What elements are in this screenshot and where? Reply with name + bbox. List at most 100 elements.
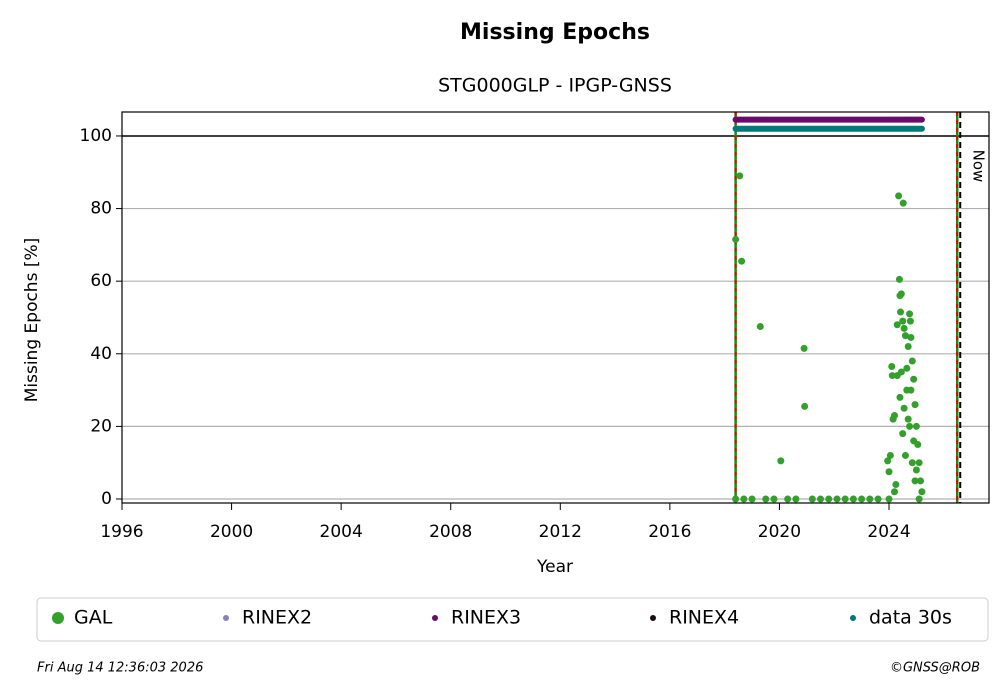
x-tick-label: 1996 xyxy=(100,522,143,542)
chart-subtitle: STG000GLP - IPGP-GNSS xyxy=(438,75,672,97)
data-point xyxy=(908,357,916,365)
legend-label: RINEX3 xyxy=(451,607,521,629)
data-point xyxy=(897,308,905,316)
data-point xyxy=(874,495,882,503)
legend-label: data 30s xyxy=(869,607,952,629)
x-tick-label: 2024 xyxy=(867,522,910,542)
data-point xyxy=(817,495,825,503)
data-point xyxy=(899,317,907,325)
data-point xyxy=(897,290,905,298)
data-point xyxy=(884,457,892,465)
data-point xyxy=(808,495,816,503)
data-point xyxy=(910,375,918,383)
data-point xyxy=(910,437,918,445)
data-point xyxy=(736,172,744,180)
data-point xyxy=(917,477,925,485)
data-point xyxy=(893,321,901,329)
data-point xyxy=(777,457,785,465)
legend-label: RINEX4 xyxy=(669,607,739,629)
data-point xyxy=(892,480,900,488)
data-point xyxy=(904,415,912,423)
data-point xyxy=(858,495,866,503)
data-point xyxy=(911,477,919,485)
data-point xyxy=(756,323,764,331)
data-point xyxy=(901,332,909,340)
data-point xyxy=(888,362,896,370)
data-point xyxy=(907,386,915,394)
y-axis-label: Missing Epochs [%] xyxy=(22,238,42,403)
data-point xyxy=(908,459,916,467)
data-point xyxy=(792,495,800,503)
data-point xyxy=(866,495,874,503)
y-tick-label: 100 xyxy=(80,126,112,146)
x-tick-label: 2008 xyxy=(429,522,472,542)
legend-marker xyxy=(650,615,656,621)
x-tick-label: 2020 xyxy=(758,522,801,542)
data-point xyxy=(918,488,926,496)
data-point xyxy=(895,192,903,200)
data-point xyxy=(903,364,911,372)
x-tick-label: 2012 xyxy=(539,522,582,542)
footer-credit: ©GNSS@ROB xyxy=(890,661,980,676)
data-point xyxy=(762,495,770,503)
data-point xyxy=(904,343,912,351)
data-point xyxy=(900,324,908,332)
data-point xyxy=(784,495,792,503)
data-point xyxy=(890,488,898,496)
legend-marker xyxy=(850,615,856,621)
legend-marker xyxy=(223,615,229,621)
data-point xyxy=(907,333,915,341)
data-point xyxy=(900,404,908,412)
x-tick-label: 2004 xyxy=(320,522,363,542)
data-point xyxy=(732,235,740,243)
data-point xyxy=(912,466,920,474)
data-point xyxy=(890,412,898,420)
y-tick-label: 40 xyxy=(90,344,112,364)
y-tick-label: 0 xyxy=(101,489,112,509)
data-point xyxy=(897,368,905,376)
data-point xyxy=(899,199,907,207)
legend-marker xyxy=(52,612,64,624)
data-point xyxy=(770,495,778,503)
x-axis-label: Year xyxy=(536,557,573,577)
x-tick-label: 2016 xyxy=(648,522,691,542)
data-point xyxy=(895,275,903,283)
chart-title: Missing Epochs xyxy=(460,20,650,45)
data-point xyxy=(885,468,893,476)
data-point xyxy=(906,317,914,325)
legend-box xyxy=(36,597,989,642)
data-point xyxy=(901,451,909,459)
data-point xyxy=(906,310,914,318)
data-point xyxy=(915,495,923,503)
legend-marker xyxy=(432,615,438,621)
y-tick-label: 80 xyxy=(90,199,112,219)
x-tick-label: 2000 xyxy=(210,522,253,542)
y-tick-label: 20 xyxy=(90,416,112,436)
now-label: Now xyxy=(970,150,988,183)
data-point xyxy=(896,393,904,401)
data-point xyxy=(740,495,748,503)
data-point xyxy=(732,495,740,503)
legend-label: RINEX2 xyxy=(242,607,312,629)
data-point xyxy=(801,402,809,410)
y-tick-label: 60 xyxy=(90,271,112,291)
data-point xyxy=(912,422,920,430)
data-point xyxy=(738,257,746,265)
data-point xyxy=(825,495,833,503)
legend-label: GAL xyxy=(74,607,113,629)
data-point xyxy=(748,495,756,503)
data-point xyxy=(849,495,857,503)
data-point xyxy=(886,451,894,459)
data-point xyxy=(841,495,849,503)
data-point xyxy=(888,372,896,380)
data-point xyxy=(833,495,841,503)
data-point xyxy=(911,401,919,409)
data-point xyxy=(885,495,893,503)
data-point xyxy=(899,430,907,438)
plot-frame xyxy=(121,111,990,504)
data-point xyxy=(915,459,923,467)
data-point xyxy=(906,422,914,430)
footer-date: Fri Aug 14 12:36:03 2026 xyxy=(37,661,203,676)
data-point xyxy=(800,344,808,352)
